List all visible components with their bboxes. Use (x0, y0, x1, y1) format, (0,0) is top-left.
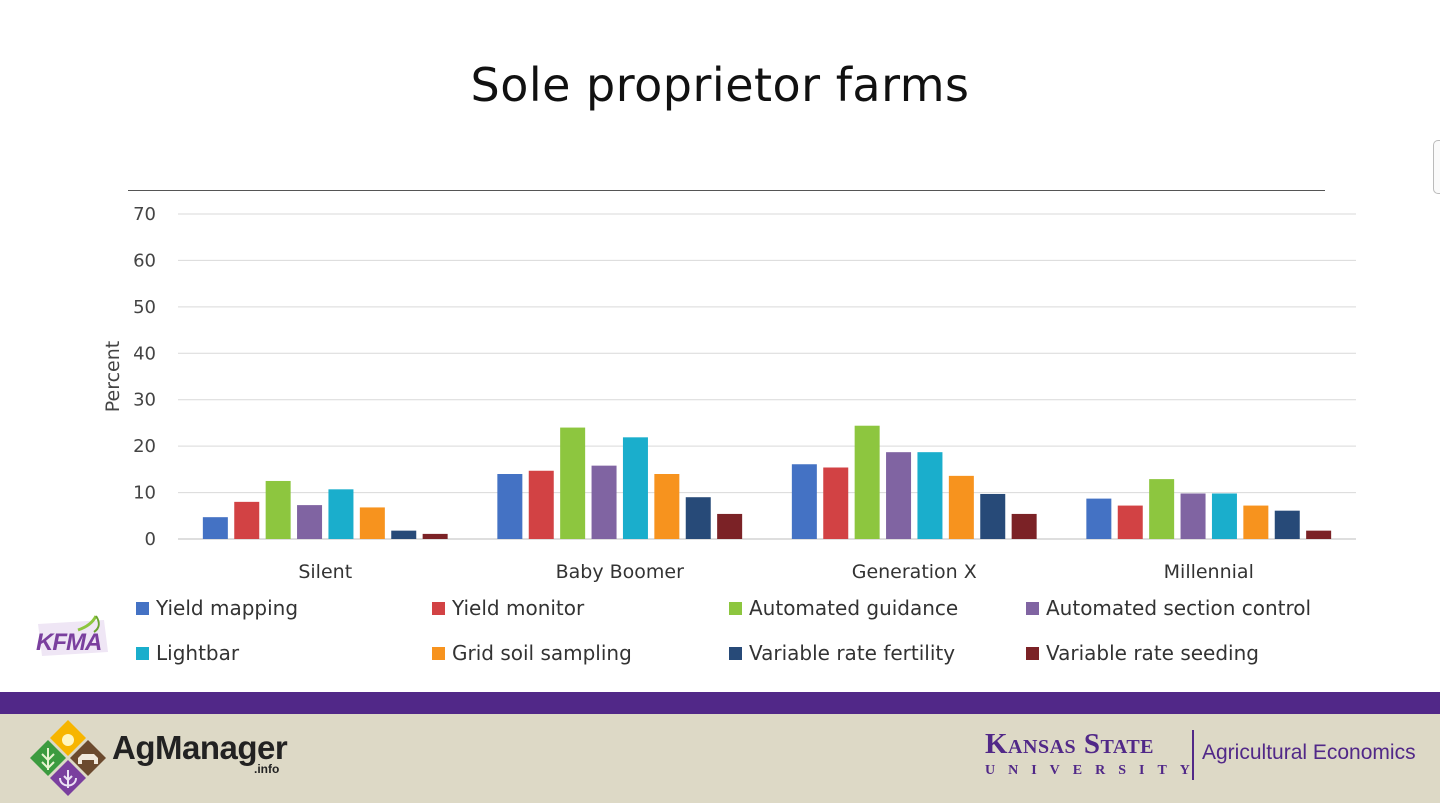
legend-item: Lightbar (136, 641, 239, 665)
kfma-logo: KFMA (34, 614, 116, 660)
legend-swatch (1026, 647, 1039, 660)
y-axis-label: Percent (102, 341, 124, 413)
bar-automated-section-control (886, 452, 911, 539)
bar-automated-section-control (1181, 494, 1206, 540)
legend-label: Variable rate fertility (749, 641, 955, 665)
ksu-university-label: UNIVERSITY (985, 763, 1203, 779)
bar-variable-rate-fertility (980, 494, 1005, 539)
bar-variable-rate-seeding (717, 514, 742, 539)
legend-swatch (729, 647, 742, 660)
bar-automated-guidance (560, 428, 585, 539)
slide-title: Sole proprietor farms (0, 58, 1440, 112)
purple-band (0, 692, 1440, 714)
y-tick-label: 10 (133, 483, 156, 504)
bar-automated-section-control (592, 466, 617, 539)
agmanager-logo-icon (18, 718, 118, 800)
legend-label: Grid soil sampling (452, 641, 632, 665)
legend-swatch (1026, 602, 1039, 615)
bar-grid-soil-sampling (654, 474, 679, 539)
bar-automated-section-control (297, 505, 322, 539)
bar-chart: 0 10 20 30 40 50 60 70 Percent Silent Baby Boomer G… (0, 190, 1440, 590)
bar-yield-monitor (1118, 506, 1143, 539)
legend-label: Yield monitor (452, 596, 584, 620)
bar-yield-mapping (203, 517, 228, 539)
bar-lightbar (623, 437, 648, 539)
legend-item: Automated section control (1026, 596, 1311, 620)
x-category-label: Silent (298, 561, 352, 583)
bar-automated-guidance (1149, 479, 1174, 539)
bar-yield-monitor (823, 468, 848, 540)
bar-variable-rate-fertility (1275, 511, 1300, 539)
svg-text:KFMA: KFMA (36, 629, 101, 656)
legend-label: Variable rate seeding (1046, 641, 1259, 665)
legend-item: Yield monitor (432, 596, 584, 620)
y-tick-label: 50 (133, 297, 156, 318)
legend-label: Lightbar (156, 641, 239, 665)
bar-yield-mapping (1086, 499, 1111, 539)
legend-item: Yield mapping (136, 596, 298, 620)
y-tick-label: 70 (133, 204, 156, 225)
legend-item: Grid soil sampling (432, 641, 632, 665)
legend-label: Automated guidance (749, 596, 958, 620)
bar-lightbar (328, 489, 353, 539)
y-tick-label: 60 (133, 250, 156, 271)
legend-swatch (432, 647, 445, 660)
side-panel-handle[interactable] (1433, 140, 1440, 194)
x-category-label: Baby Boomer (556, 561, 685, 583)
bar-automated-guidance (266, 481, 291, 539)
legend-swatch (136, 602, 149, 615)
bar-variable-rate-seeding (423, 534, 448, 539)
ksu-wordmark: Kansas State (985, 728, 1154, 761)
legend-swatch (432, 602, 445, 615)
footer-bar: AgManager .info Kansas State UNIVERSITY … (0, 714, 1440, 803)
legend-item: Variable rate seeding (1026, 641, 1259, 665)
legend-swatch (729, 602, 742, 615)
bar-variable-rate-fertility (686, 497, 711, 539)
legend-item: Variable rate fertility (729, 641, 955, 665)
bar-yield-mapping (497, 474, 522, 539)
bar-variable-rate-seeding (1306, 531, 1331, 539)
ksu-divider (1192, 730, 1194, 780)
bar-variable-rate-seeding (1012, 514, 1037, 539)
bar-lightbar (917, 452, 942, 539)
agmanager-domain-suffix: .info (254, 762, 279, 776)
bar-yield-monitor (234, 502, 259, 539)
bar-yield-mapping (792, 464, 817, 539)
bar-grid-soil-sampling (949, 476, 974, 539)
y-tick-label: 0 (145, 529, 156, 550)
bar-automated-guidance (855, 426, 880, 539)
bar-yield-monitor (529, 471, 554, 539)
x-category-label: Millennial (1164, 561, 1254, 583)
y-tick-label: 30 (133, 390, 156, 411)
legend-label: Automated section control (1046, 596, 1311, 620)
x-category-label: Generation X (852, 561, 977, 583)
legend-label: Yield mapping (156, 596, 298, 620)
bar-grid-soil-sampling (1243, 506, 1268, 539)
bar-lightbar (1212, 494, 1237, 540)
y-tick-label: 40 (133, 343, 156, 364)
y-tick-label: 20 (133, 436, 156, 457)
legend-item: Automated guidance (729, 596, 958, 620)
legend-swatch (136, 647, 149, 660)
department-name: Agricultural Economics (1202, 741, 1416, 765)
bar-grid-soil-sampling (360, 507, 385, 539)
bar-variable-rate-fertility (391, 531, 416, 539)
